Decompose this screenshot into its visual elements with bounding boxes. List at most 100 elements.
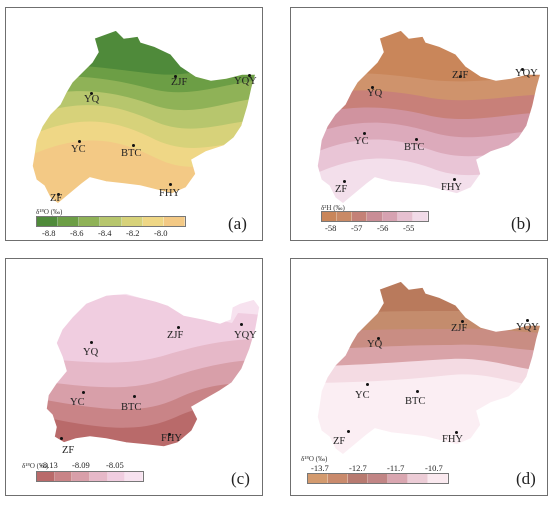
- station-label-btc: BTC: [121, 402, 142, 413]
- panel-tag-c: (c): [231, 469, 250, 488]
- panel-tag-b: (b): [511, 214, 531, 233]
- station-label-yc: YC: [354, 136, 369, 147]
- legend-swatch: [328, 474, 348, 483]
- station-dot: [169, 183, 172, 186]
- station-dot: [453, 178, 456, 181]
- station-dot: [90, 92, 93, 95]
- station-label-zjf: ZJF: [451, 323, 468, 334]
- legend-title-d: δ¹⁸O (‰): [301, 455, 328, 463]
- legend-bar-b: [321, 211, 429, 222]
- legend-swatch: [72, 472, 91, 481]
- legend-tick: -11.7: [387, 463, 405, 473]
- boundary-c: [45, 292, 261, 448]
- map-d: [316, 280, 542, 456]
- legend-swatch: [142, 217, 164, 226]
- station-dot: [248, 74, 251, 77]
- legend-swatch: [121, 217, 143, 226]
- legend-title-b: δ²H (‰): [321, 204, 345, 212]
- legend-swatch: [308, 474, 328, 483]
- station-dot: [521, 68, 524, 71]
- legend-swatch: [107, 472, 126, 481]
- station-label-yq: YQ: [83, 347, 99, 358]
- station-label-btc: BTC: [405, 396, 426, 407]
- station-label-fhy: FHY: [441, 182, 463, 193]
- boundary-a: [31, 29, 257, 205]
- station-label-zf: ZF: [50, 193, 63, 204]
- station-dot: [526, 319, 529, 322]
- map-b: [316, 29, 542, 205]
- legend-swatch: [100, 217, 122, 226]
- station-dot: [57, 193, 60, 196]
- panel-tag-d: (d): [516, 469, 536, 488]
- station-dot: [82, 391, 85, 394]
- station-dot: [240, 323, 243, 326]
- station-dot: [177, 326, 180, 329]
- station-label-fhy: FHY: [161, 433, 183, 444]
- legend-tick: -8.0: [154, 228, 168, 238]
- map-a: [31, 29, 257, 205]
- band-a-1: [32, 30, 256, 75]
- station-dot: [132, 144, 135, 147]
- station-label-yq: YQ: [367, 339, 383, 350]
- legend-swatch: [352, 212, 368, 221]
- legend-tick: -8.05: [106, 460, 124, 470]
- legend-title-c: δ¹⁸O (‰): [22, 462, 49, 470]
- legend-tick: -56: [377, 223, 389, 233]
- station-dot: [416, 390, 419, 393]
- legend-tick: -8.13: [40, 460, 58, 470]
- station-label-fhy: FHY: [442, 434, 464, 445]
- legend-swatch: [54, 472, 73, 481]
- legend-bar-c: [36, 471, 144, 482]
- station-label-zjf: ZJF: [167, 330, 184, 341]
- station-dot: [60, 437, 63, 440]
- legend-swatch: [337, 212, 353, 221]
- legend-tick: -8.6: [70, 228, 84, 238]
- station-dot: [168, 433, 171, 436]
- legend-title-a: δ¹⁸O (‰): [36, 208, 63, 216]
- station-label-zjf: ZJF: [171, 77, 188, 88]
- station-dot: [415, 138, 418, 141]
- legend-swatch: [397, 212, 413, 221]
- legend-tick: -57: [351, 223, 363, 233]
- legend-tick: -55: [403, 223, 415, 233]
- station-dot: [461, 320, 464, 323]
- legend-swatch: [408, 474, 428, 483]
- station-label-yqy: YQY: [515, 68, 538, 79]
- station-label-btc: BTC: [404, 142, 425, 153]
- legend-tick: -8.4: [98, 228, 112, 238]
- legend-tick: -8.09: [72, 460, 90, 470]
- station-dot: [459, 75, 462, 78]
- station-dot: [455, 431, 458, 434]
- band-c-2: [46, 293, 260, 363]
- band-b-1: [317, 30, 541, 82]
- legend-swatch: [58, 217, 80, 226]
- legend-tick: -12.7: [349, 463, 367, 473]
- station-dot: [343, 180, 346, 183]
- legend-tick: -58: [325, 223, 337, 233]
- legend-swatch: [428, 474, 448, 483]
- legend-bar-a: [36, 216, 186, 227]
- legend-swatch: [322, 212, 338, 221]
- station-label-zf: ZF: [335, 184, 348, 195]
- station-label-yc: YC: [355, 390, 370, 401]
- station-dot: [363, 132, 366, 135]
- legend-tick: -10.7: [425, 463, 443, 473]
- legend-swatch: [79, 217, 101, 226]
- station-dot: [133, 395, 136, 398]
- panel-tag-a: (a): [228, 214, 247, 233]
- boundary-d: [316, 280, 542, 456]
- station-label-zjf: ZJF: [452, 70, 469, 81]
- station-dot: [347, 430, 350, 433]
- legend-tick: -8.8: [42, 228, 56, 238]
- station-label-fhy: FHY: [159, 188, 181, 199]
- legend-tick: -13.7: [311, 463, 329, 473]
- station-dot: [90, 341, 93, 344]
- station-label-btc: BTC: [121, 148, 142, 159]
- station-dot: [174, 75, 177, 78]
- station-label-yqy: YQY: [516, 322, 539, 333]
- station-label-yq: YQ: [84, 94, 100, 105]
- legend-swatch: [368, 474, 388, 483]
- panel-b: ZJF YQY YQ YC BTC ZF FHY δ²H (‰) -58 -57…: [290, 7, 548, 241]
- legend-swatch: [37, 217, 59, 226]
- legend-swatch: [90, 472, 108, 481]
